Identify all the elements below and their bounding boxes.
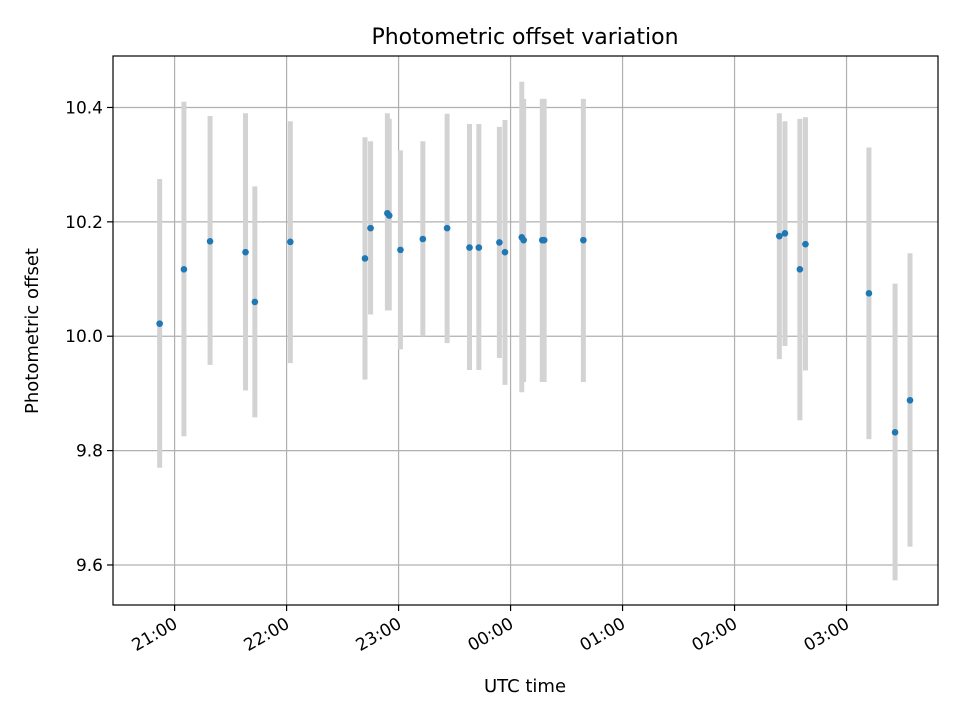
data-point	[776, 232, 783, 240]
x-axis-label: UTC time	[484, 676, 566, 697]
data-point	[802, 240, 809, 248]
data-point	[385, 212, 393, 219]
x-tick-label: 21:00	[129, 614, 181, 656]
x-axis-ticks: 21:00 22:00 23:00 00:00 01:00 02:00 03:00	[129, 605, 853, 656]
data-point	[796, 266, 804, 273]
y-tick-label: 10.0	[65, 327, 103, 347]
data-point	[520, 236, 527, 244]
data-point	[475, 244, 483, 251]
chart-title: Photometric offset variation	[371, 25, 678, 50]
y-axis-label: Photometric offset	[22, 248, 43, 414]
data-point	[540, 236, 548, 244]
x-tick-label: 00:00	[465, 614, 517, 656]
plot-frame	[112, 55, 939, 606]
x-tick-label: 22:00	[241, 614, 293, 656]
y-tick-label: 10.4	[65, 98, 103, 118]
data-points	[156, 209, 914, 436]
data-point	[781, 229, 789, 237]
data-point	[906, 396, 914, 404]
data-point	[156, 320, 163, 327]
data-point	[251, 298, 259, 306]
data-point	[865, 290, 873, 297]
x-tick-label: 23:00	[353, 614, 405, 656]
y-tick-label: 9.8	[76, 442, 103, 462]
x-tick-label: 01:00	[577, 614, 629, 656]
data-point	[397, 246, 404, 254]
data-point	[501, 248, 509, 256]
data-point	[580, 236, 587, 244]
data-point	[242, 248, 249, 256]
data-point	[287, 238, 294, 246]
data-point	[419, 235, 427, 243]
data-point	[496, 239, 503, 246]
x-tick-label: 03:00	[801, 614, 853, 656]
y-tick-label: 9.6	[76, 556, 103, 576]
data-point	[891, 428, 899, 436]
data-point	[206, 237, 214, 245]
x-tick-label: 02:00	[689, 614, 741, 656]
data-point	[361, 255, 369, 262]
data-point	[367, 224, 374, 232]
y-axis-ticks: 9.6 9.8 10.0 10.2 10.4	[65, 98, 113, 576]
data-point	[443, 224, 451, 232]
y-tick-label: 10.2	[65, 213, 103, 233]
data-point	[466, 244, 473, 251]
error-bars	[157, 81, 913, 581]
data-point	[180, 266, 188, 273]
